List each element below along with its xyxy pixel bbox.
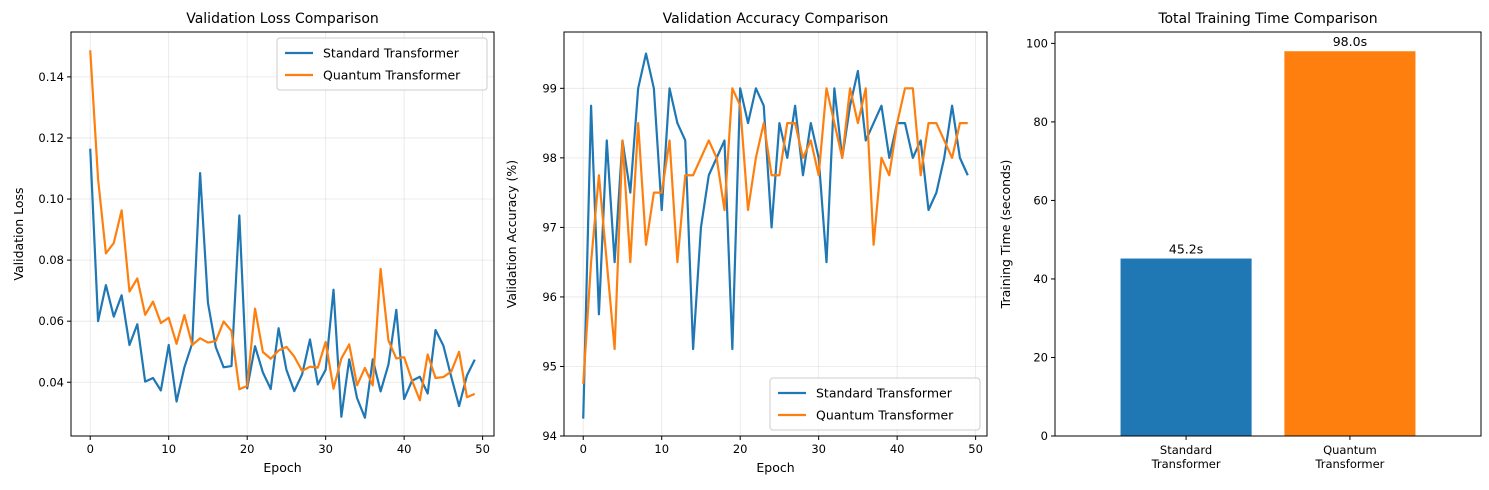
- x-tick-label: 20: [733, 442, 748, 456]
- y-tick-label: 0.12: [38, 131, 64, 145]
- x-axis-label: Epoch: [263, 460, 301, 475]
- y-tick-label: 0.04: [38, 375, 64, 389]
- chart-title: Validation Accuracy Comparison: [663, 11, 889, 27]
- x-tick-label: Quantum: [1323, 443, 1377, 457]
- y-tick-label: 80: [1033, 115, 1048, 129]
- axes-frame: [1054, 31, 1482, 437]
- y-tick-label: 96: [542, 290, 557, 304]
- legend-entry: Standard Transformer: [323, 46, 460, 61]
- y-tick-label: 94: [542, 429, 557, 443]
- y-tick-label: 100: [1026, 36, 1048, 50]
- x-tick-label: 30: [318, 442, 333, 456]
- x-tick-label: Transformer: [1314, 457, 1384, 471]
- x-tick-label: 10: [161, 442, 176, 456]
- chart-0: 0 10 20 30 40 50 0.04 0.06 0.08 0.10 0.12 0.14 Valid…: [11, 11, 495, 475]
- x-tick-label: Standard: [1160, 443, 1212, 457]
- legend-box: [769, 377, 981, 431]
- legend: Standard Transformer Quantum Transformer: [769, 377, 981, 431]
- x-tick-label: 0: [87, 442, 94, 456]
- y-axis-label: Validation Loss: [11, 187, 26, 280]
- legend-entry: Quantum Transformer: [816, 408, 954, 423]
- legend-box: [276, 37, 488, 91]
- series-line-standard: [89, 148, 476, 419]
- y-tick-label: 0.10: [38, 192, 64, 206]
- y-tick-label: 0.08: [38, 253, 64, 267]
- x-tick-label: 50: [968, 442, 983, 456]
- y-tick-label: 95: [542, 359, 557, 373]
- x-tick-label: 20: [240, 442, 255, 456]
- y-tick-label: 0: [1041, 429, 1048, 443]
- axes-frame: [70, 31, 495, 437]
- x-tick-label: 50: [475, 442, 490, 456]
- series-line-quantum: [582, 87, 968, 384]
- legend-entry: Standard Transformer: [816, 386, 953, 401]
- chart-title: Total Training Time Comparison: [1157, 11, 1377, 27]
- bar-quantum: [1284, 51, 1416, 436]
- x-tick-label: 40: [890, 442, 905, 456]
- x-tick-label: 40: [397, 442, 412, 456]
- y-axis-label: Training Time (seconds): [998, 160, 1013, 310]
- y-axis-label: Validation Accuracy (%): [504, 160, 519, 308]
- y-tick-label: 0.14: [38, 70, 64, 84]
- y-tick-label: 40: [1033, 272, 1048, 286]
- y-tick-label: 20: [1033, 350, 1048, 364]
- x-tick-label: 0: [580, 442, 587, 456]
- y-tick-label: 98: [542, 151, 557, 165]
- x-tick-label: Transformer: [1151, 457, 1221, 471]
- y-tick-label: 0.06: [38, 314, 64, 328]
- legend-entry: Quantum Transformer: [323, 68, 461, 83]
- x-tick-label: 10: [654, 442, 669, 456]
- x-tick-label: 30: [811, 442, 826, 456]
- y-tick-label: 97: [542, 220, 557, 234]
- bar-value-label: 98.0s: [1333, 34, 1367, 49]
- y-tick-label: 60: [1033, 193, 1048, 207]
- chart-title: Validation Loss Comparison: [186, 11, 379, 27]
- series-line-quantum: [89, 50, 476, 402]
- bar-standard: [1120, 258, 1252, 436]
- bar-value-label: 45.2s: [1169, 242, 1203, 257]
- chart-2: 45.2sStandardTransformer98.0sQuantumTran…: [998, 11, 1482, 471]
- legend: Standard Transformer Quantum Transformer: [276, 37, 488, 91]
- axes-frame: [563, 31, 988, 437]
- x-axis-label: Epoch: [756, 460, 794, 475]
- y-tick-label: 99: [542, 81, 557, 95]
- series-line-standard: [582, 52, 969, 419]
- chart-1: 0 10 20 30 40 50 94 95 96 97 98 99 Validation Accura…: [504, 11, 988, 475]
